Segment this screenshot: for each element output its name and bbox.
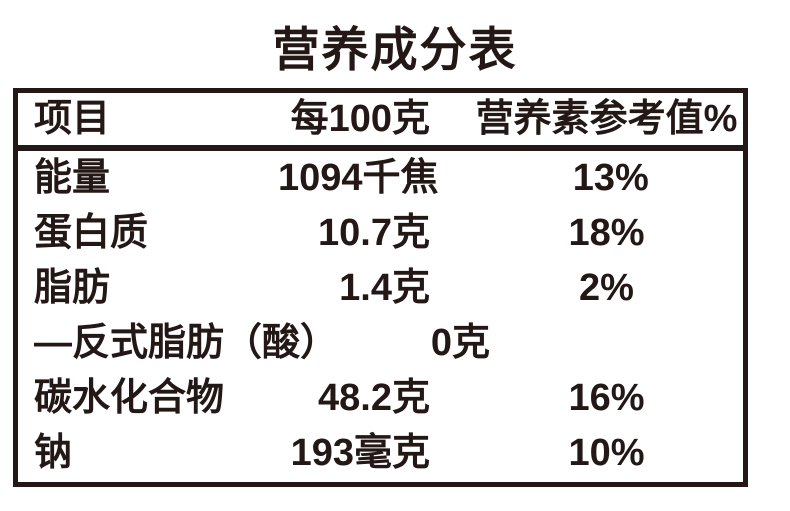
table-row: 能量 1094千焦 13% [18,151,743,206]
nutrition-table: 项目 每100克 营养素参考值% 能量 1094千焦 13% 蛋白质 10.7克… [13,88,748,487]
row-nrv-value: 18% [568,212,645,254]
table-row: 钠 193毫克 10% [18,426,743,481]
row-per100g-value: 1094千焦 [278,157,439,199]
table-row: —反式脂肪（酸） 0克 [18,316,743,371]
row-nrv-value: 10% [568,432,645,474]
row-per100g-value: 193毫克 [290,432,430,474]
row-item-label: 蛋白质 [34,212,149,254]
row-nrv-value: 16% [568,377,645,419]
row-per100g-value: 10.7克 [318,212,430,254]
row-per100g-value: 0克 [430,322,491,364]
row-item-label: 钠 [34,432,73,474]
header-item-label: 项目 [34,98,111,140]
table-body: 能量 1094千焦 13% 蛋白质 10.7克 18% 脂肪 1.4克 2% —… [18,151,743,481]
row-nrv-value: 2% [579,267,634,309]
header-nrv-label: 营养素参考值% [475,98,738,140]
table-row: 蛋白质 10.7克 18% [18,206,743,261]
row-per100g-value: 1.4克 [339,267,430,309]
header-per100g-label: 每100克 [290,98,430,140]
row-nrv-value: 13% [572,157,649,199]
row-item-label: 碳水化合物 [34,377,225,419]
page-title: 营养成分表 [272,23,518,76]
table-row: 脂肪 1.4克 2% [18,261,743,316]
table-row: 碳水化合物 48.2克 16% [18,371,743,426]
table-header-row: 项目 每100克 营养素参考值% [18,93,743,151]
row-item-label: —反式脂肪（酸） [34,322,339,364]
row-item-label: 脂肪 [34,267,111,309]
row-per100g-value: 48.2克 [318,377,430,419]
row-item-label: 能量 [34,157,111,199]
